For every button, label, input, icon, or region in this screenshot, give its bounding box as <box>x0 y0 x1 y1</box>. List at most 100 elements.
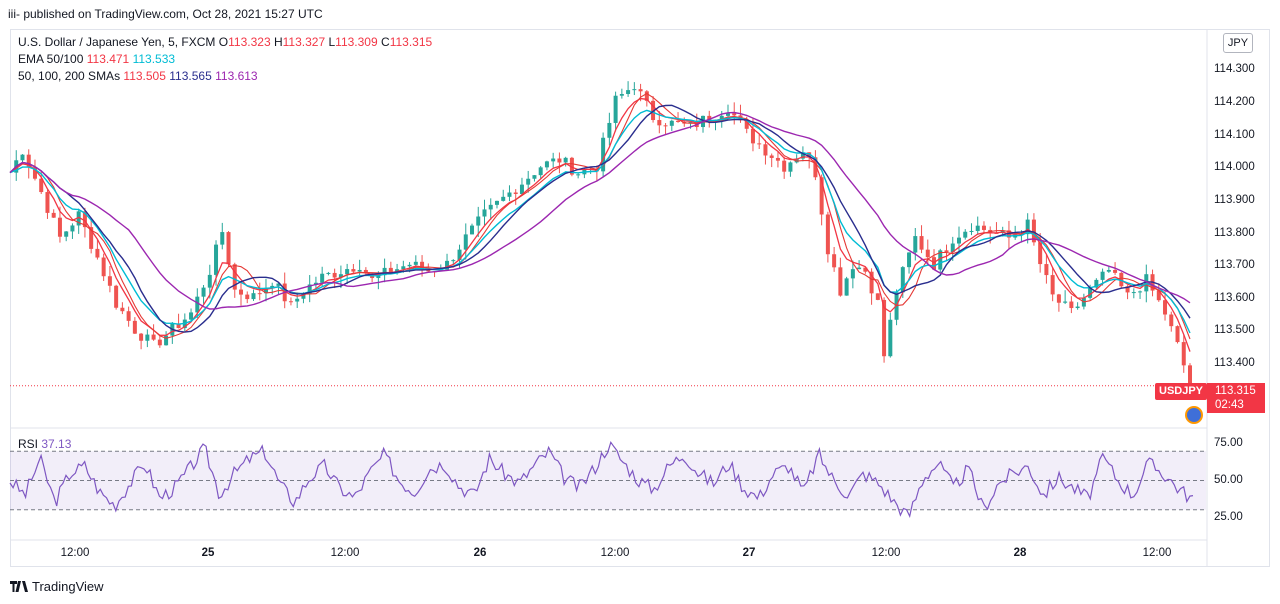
close-value: 113.315 <box>389 35 433 49</box>
price-tick: 113.400 <box>1214 357 1255 369</box>
candle-body <box>1050 275 1055 295</box>
rsi-tick: 50.00 <box>1214 474 1243 486</box>
rsi-value: 37.13 <box>41 437 72 451</box>
candle-body <box>1031 219 1036 243</box>
candle-body <box>313 282 318 285</box>
time-tick: 12:00 <box>600 547 630 559</box>
open-value: 113.323 <box>228 35 271 49</box>
candle-body <box>638 89 643 92</box>
candle-body <box>376 275 381 279</box>
candle-body <box>132 320 137 334</box>
candle-body <box>270 285 275 288</box>
candle-body <box>719 115 724 120</box>
candle-body <box>201 287 206 297</box>
candle-body <box>307 284 312 294</box>
candle-body <box>488 204 493 210</box>
sma200-line <box>9 111 1191 310</box>
sma200-value: 113.613 <box>215 69 258 83</box>
published-caption: iii- published on TradingView.com, Oct 2… <box>8 7 323 21</box>
sma-legend[interactable]: 50, 100, 200 SMAs 113.505 113.565 113.61… <box>18 69 258 83</box>
candle-body <box>775 157 780 161</box>
candle-body <box>151 334 156 340</box>
candle-body <box>938 250 943 270</box>
ema-legend[interactable]: EMA 50/100 113.471 113.533 <box>18 52 175 66</box>
candle-body <box>825 214 830 255</box>
candle-body <box>263 287 268 294</box>
candle-body <box>1144 274 1149 292</box>
candle-body <box>338 274 343 278</box>
candle-body <box>744 120 749 129</box>
instrument-legend: U.S. Dollar / Japanese Yen, 5, FXCM O113… <box>18 35 432 49</box>
price-tick: 114.200 <box>1214 96 1255 108</box>
candle-body <box>844 278 849 296</box>
candle-body <box>1125 286 1130 293</box>
sma100-value: 113.565 <box>169 69 212 83</box>
candle-body <box>476 216 481 226</box>
ema50-value: 113.471 <box>86 52 130 66</box>
candle-body <box>95 248 100 258</box>
candle-body <box>382 267 387 276</box>
candle-body <box>157 339 162 346</box>
chart-frame[interactable] <box>10 29 1270 567</box>
candle-body <box>26 154 31 168</box>
candle-body <box>214 244 219 275</box>
candle-body <box>632 89 637 91</box>
candle-body <box>20 154 25 161</box>
rsi-tick: 75.00 <box>1214 437 1243 449</box>
candle-body <box>470 225 475 235</box>
candle-body <box>869 271 874 294</box>
flag-inner <box>1187 408 1201 422</box>
candle-body <box>220 232 225 245</box>
candle-body <box>363 269 368 274</box>
brand-name: TradingView <box>32 579 104 594</box>
open-label: O <box>218 35 229 49</box>
tradingview-logo[interactable]: TradingView <box>10 579 104 594</box>
candle-body <box>925 249 930 258</box>
candle-body <box>482 209 487 217</box>
rsi-line <box>9 440 1194 519</box>
candle-body <box>725 113 730 116</box>
candle-body <box>788 162 793 172</box>
currency-button[interactable]: JPY <box>1223 33 1253 53</box>
candle-body <box>526 178 531 185</box>
candle-body <box>757 143 762 145</box>
candle-body <box>189 312 194 320</box>
candle-body <box>532 175 537 179</box>
candle-body <box>763 144 768 156</box>
candle-body <box>1088 287 1093 298</box>
candle-body <box>120 307 125 312</box>
candle-body <box>57 217 62 237</box>
candle-body <box>101 257 106 277</box>
candle-body <box>613 95 618 123</box>
candle-body <box>1075 306 1080 309</box>
candle-body <box>401 266 406 270</box>
candle-body <box>388 267 393 273</box>
candle-body <box>807 152 812 158</box>
candle-body <box>288 301 293 303</box>
candle-body <box>1169 314 1174 327</box>
candle-body <box>651 100 656 121</box>
rsi-legend[interactable]: RSI 37.13 <box>18 437 71 451</box>
price-tick: 113.800 <box>1214 227 1255 239</box>
candle-body <box>1113 269 1118 273</box>
candle-body <box>513 192 518 194</box>
candle-body <box>494 200 499 205</box>
candle-body <box>963 231 968 238</box>
ema50-line <box>9 97 1191 352</box>
candle-body <box>32 167 37 179</box>
candle-body <box>251 293 256 300</box>
candle-body <box>320 273 325 283</box>
symbol-tag: USDJPY <box>1155 383 1208 400</box>
candle-body <box>232 264 237 290</box>
candle-body <box>345 269 350 275</box>
candle-body <box>1163 300 1168 315</box>
bar-countdown: 02:43 <box>1215 399 1244 411</box>
candle-body <box>145 334 150 341</box>
candle-body <box>89 227 94 249</box>
candle-body <box>413 261 418 265</box>
high-label: H <box>273 35 283 49</box>
candle-body <box>326 272 331 274</box>
candle-body <box>981 225 986 230</box>
time-tick: 25 <box>201 547 215 559</box>
